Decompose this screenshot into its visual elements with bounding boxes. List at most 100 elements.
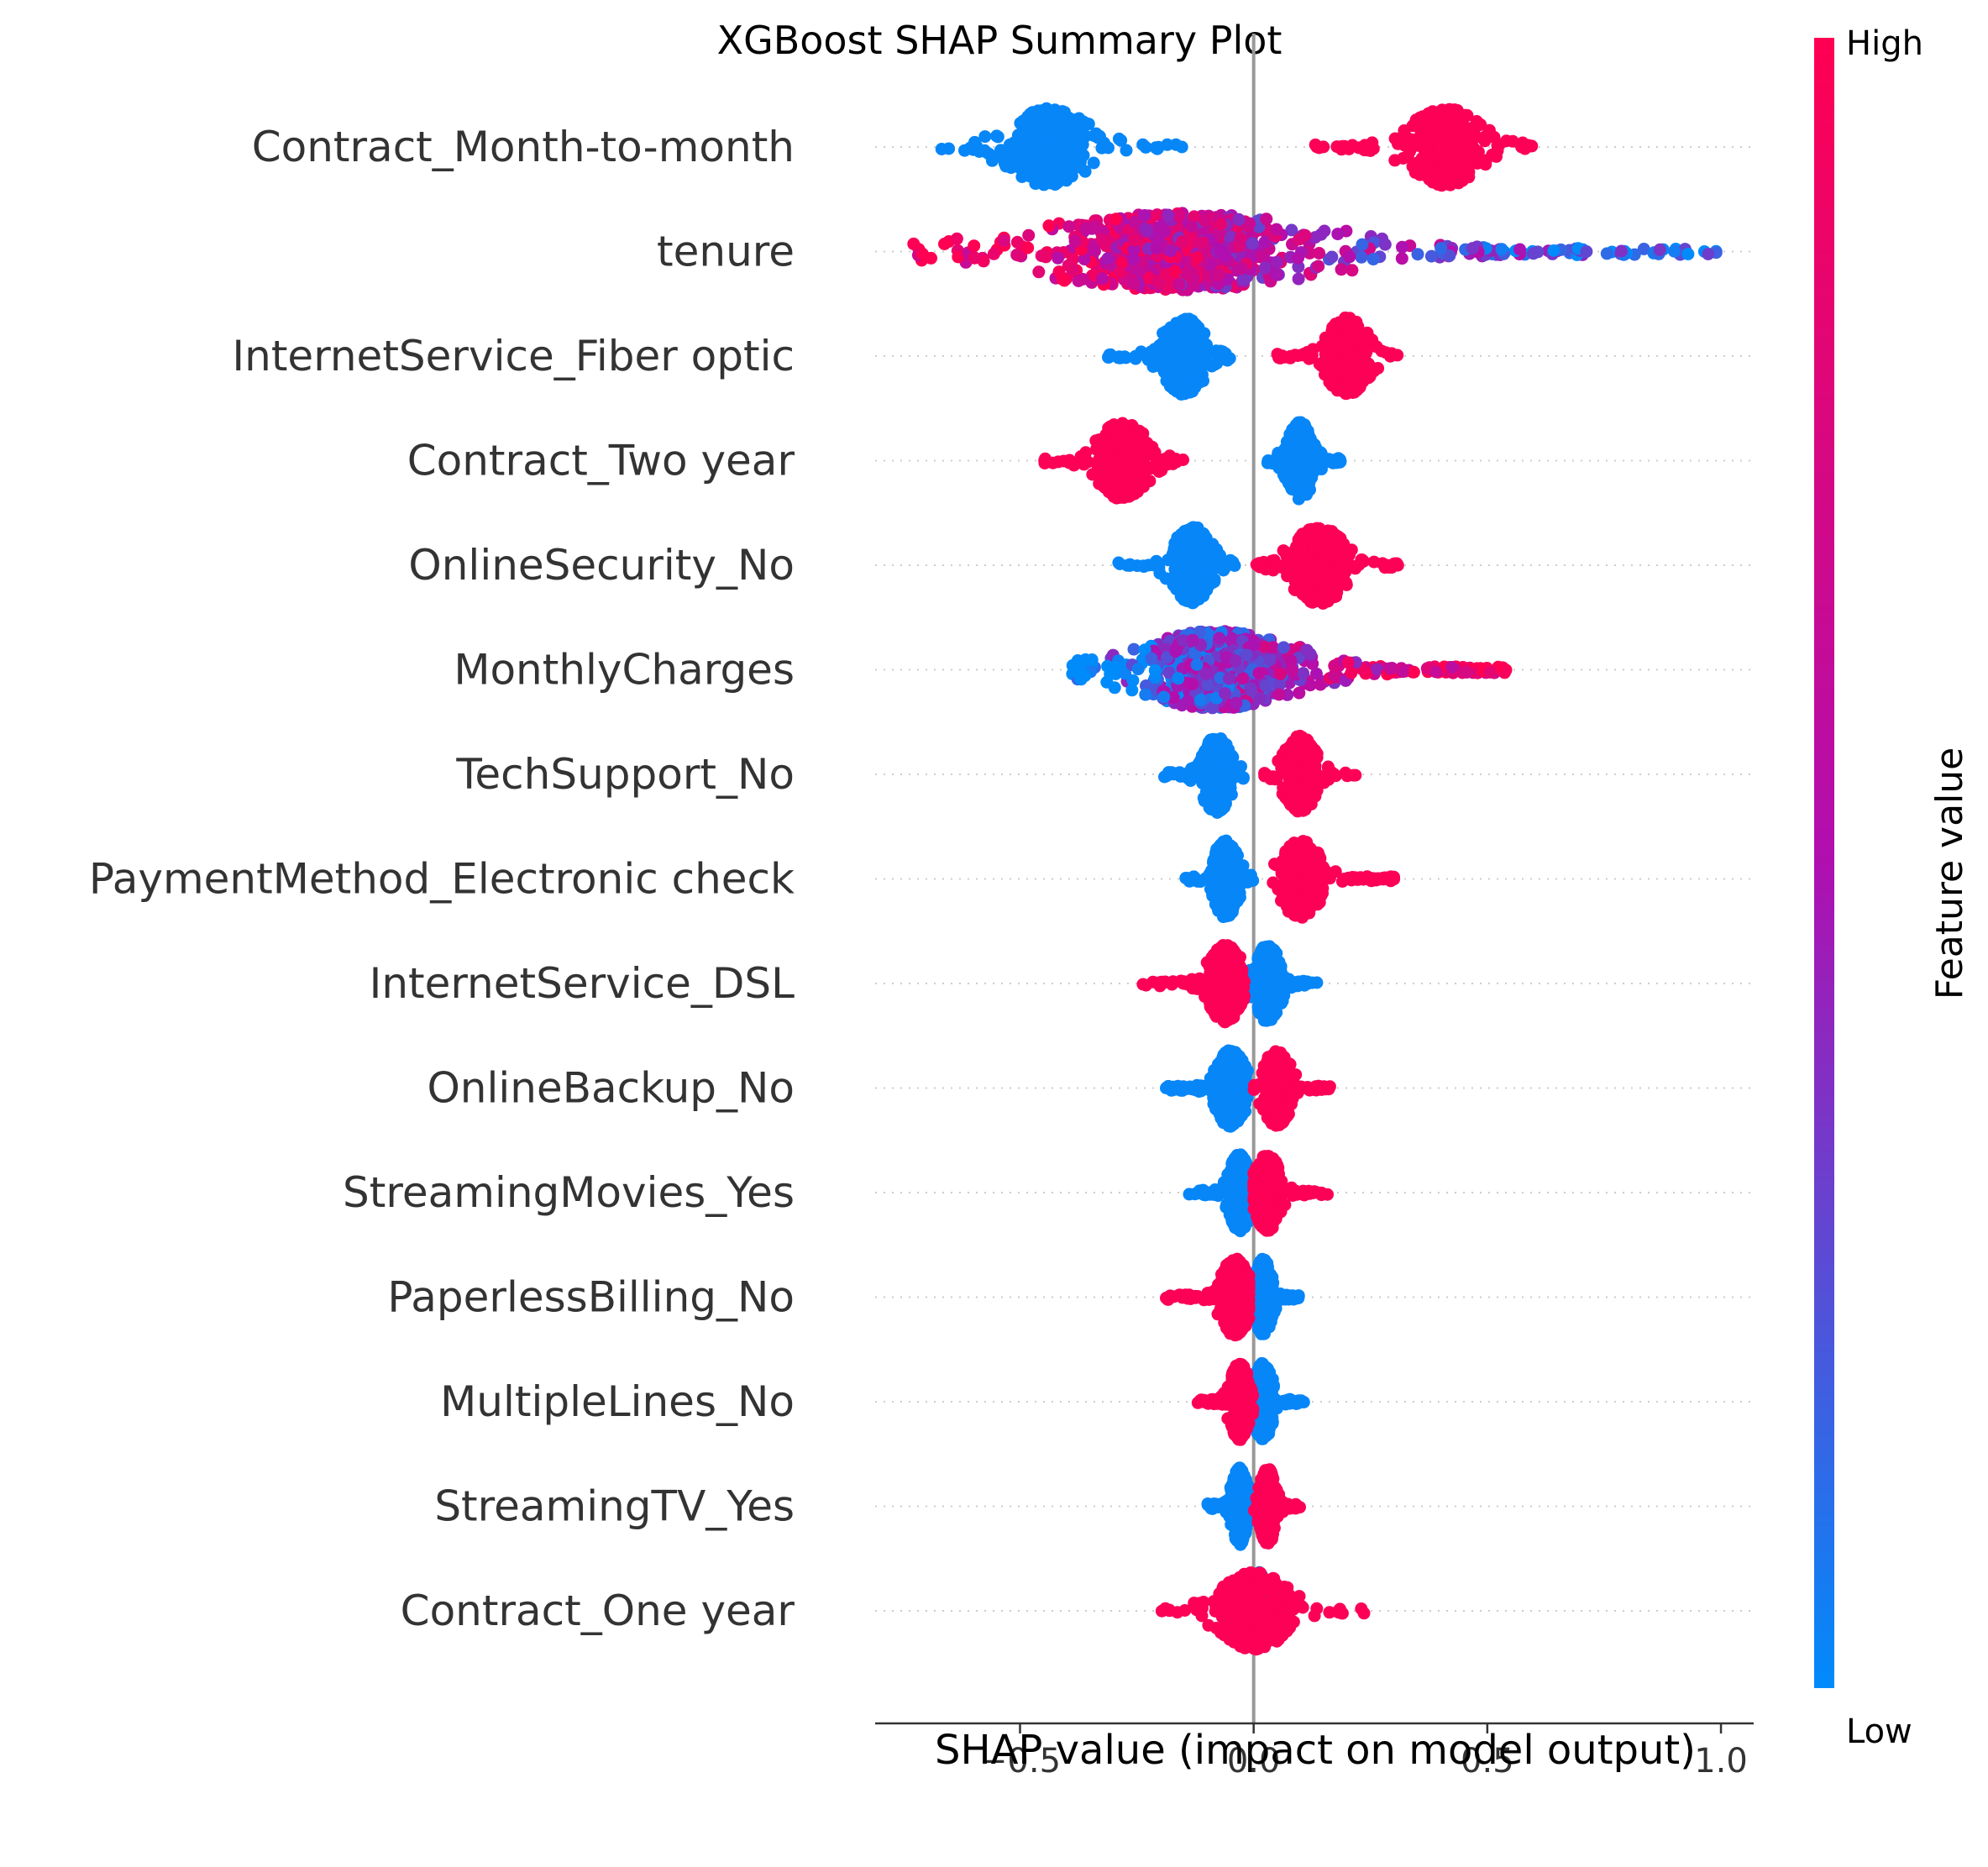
shap-point-0-low-261 [958,144,971,157]
shap-point-0-high-389 [1417,113,1429,125]
shap-point-1-c-827 [1162,209,1174,222]
shap-point-3-high-415 [1124,458,1136,470]
shap-point-0-low-409 [970,139,983,152]
shap-point-2-high-359 [1380,346,1393,359]
shap-point-1-c-874 [1187,280,1199,292]
shap-point-2-high-408 [1325,328,1338,341]
shap-point-4-high-400 [1336,555,1349,568]
shap-point-1-c-175 [1379,239,1392,251]
shap-point-1-c-647 [1396,241,1408,254]
shap-point-1-c-876 [1141,224,1153,237]
shap-point-3-low-419 [1289,435,1302,448]
shap-point-1-c-899 [1213,269,1225,281]
shap-point-1-c-219 [1412,248,1424,260]
shap-point-1-c-896 [1176,235,1188,248]
shap-point-2-low-414 [1113,350,1125,363]
shap-point-1-c-877 [1547,244,1560,257]
shap-point-0-low-290 [1088,157,1100,170]
shap-point-3-low-414 [1292,450,1304,463]
shap-point-0-low-379 [1077,139,1089,151]
shap-point-1-c-619 [1058,275,1071,287]
shap-point-3-high-374 [1105,420,1118,433]
shap-point-1-c-782 [1077,273,1089,286]
shap-point-3-high-402 [1109,433,1122,445]
shap-point-3-high-416 [1170,455,1183,468]
shap-point-1-c-719 [1052,252,1064,265]
shap-point-3-high-280 [1067,459,1080,472]
shap-point-4-low-415 [1189,544,1202,557]
shap-point-5-c-601 [1408,666,1420,679]
shap-point-4-high-417 [1281,547,1293,559]
shap-point-2-low-419 [1190,349,1203,362]
shap-point-3-high-405 [1145,462,1157,475]
shap-point-1-c-857 [1164,244,1177,257]
shap-point-1-c-255 [1312,260,1324,273]
shap-point-1-c-867 [1580,245,1592,258]
shap-point-1-c-812 [1343,250,1356,263]
shap-point-1-c-841 [1069,235,1082,248]
shap-point-1-c-803 [1172,210,1185,223]
shap-point-0-high-407 [1317,140,1330,153]
shap-point-2-high-403 [1272,348,1284,360]
shap-point-0-low-416 [1069,156,1082,169]
shap-point-2-high-409 [1361,333,1373,346]
shap-point-1-c-437 [1022,229,1035,242]
shap-point-0-low-406 [994,149,1006,162]
shap-point-1-c-829 [1270,223,1282,236]
shap-point-0-low-412 [1030,144,1042,156]
shap-point-0-high-399 [1420,142,1433,155]
shap-point-1-c-762 [1313,247,1325,260]
shap-point-0-low-417 [1041,154,1053,166]
shap-point-4-high-355 [1388,558,1401,570]
shap-point-1-c-550 [1356,251,1368,264]
shap-point-4-low-402 [1193,593,1205,606]
shap-point-0-low-418 [1176,141,1188,154]
shap-point-4-high-403 [1318,560,1330,573]
shap-point-1-c-826 [1159,225,1172,238]
shap-point-1-c-844 [1615,245,1628,258]
shap-point-2-high-303 [1284,352,1297,364]
chart-title: XGBoost SHAP Summary Plot [717,18,1282,63]
shap-point-4-low-334 [1226,556,1239,569]
shap-point-4-low-321 [1112,557,1125,569]
shap-point-0-high-417 [1445,174,1457,186]
shap-point-0-high-287 [1389,133,1402,145]
shap-point-1-c-694 [998,234,1010,247]
shap-point-4-high-411 [1288,571,1300,584]
shap-point-5-c-532 [1128,643,1141,656]
shap-point-4-low-408 [1195,557,1208,569]
shap-point-1-c-871 [1151,242,1163,254]
shap-point-3-high-409 [1099,470,1112,483]
shap-point-0-high-415 [1458,145,1471,158]
shap-point-2-high-419 [1341,335,1354,348]
shap-point-1-c-894 [1128,234,1141,247]
shap-point-2-low-413 [1196,327,1209,339]
shap-point-4-high-415 [1330,530,1342,543]
shap-point-3-high-412 [1108,486,1120,499]
shap-point-2-low-411 [1186,338,1199,350]
shap-point-3-low-416 [1286,469,1298,481]
shap-point-1-c-690 [968,239,980,252]
shap-point-4-low-419 [1196,572,1209,585]
shap-point-2-low-401 [1224,352,1236,364]
shap-point-4-high-307 [1252,557,1265,569]
shap-point-1-c-837 [1293,233,1305,246]
shap-point-0-high-413 [1388,154,1401,166]
shap-point-2-low-417 [1173,362,1186,375]
shap-point-0-high-418 [1367,143,1380,155]
shap-point-0-high-410 [1444,113,1456,126]
shap-point-0-high-400 [1478,134,1491,147]
shap-point-1-c-824 [1088,220,1101,233]
shap-point-3-high-414 [1108,456,1120,469]
shap-point-1-c-897 [1191,251,1204,264]
shap-point-3-high-417 [1133,449,1146,462]
shap-point-0-low-368 [1140,141,1152,154]
shap-point-4-high-406 [1329,543,1341,556]
shap-point-1-c-667 [1293,273,1305,286]
shap-point-1-c-677 [988,248,1000,260]
shap-point-5-c-605 [1149,664,1162,677]
shap-point-1-c-774 [1396,252,1408,265]
shap-point-0-low-387 [1083,118,1095,130]
shap-point-3-high-413 [1101,444,1114,457]
shap-point-0-low-414 [1058,118,1071,130]
